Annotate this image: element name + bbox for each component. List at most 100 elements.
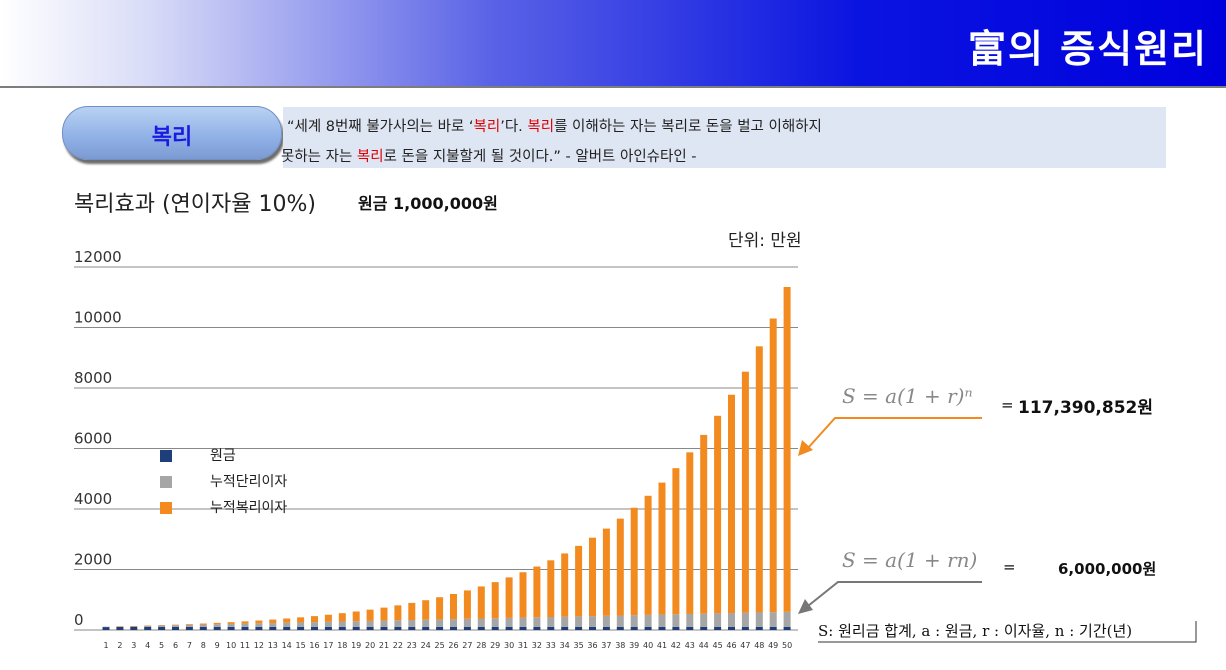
quote-line-1-segment: 복리 (527, 119, 555, 135)
bar-segment (672, 614, 680, 627)
x-tick-label: 31 (518, 641, 528, 650)
x-tick-label: 14 (282, 641, 292, 650)
bar-segment (199, 623, 207, 625)
x-tick-label: 50 (782, 641, 792, 650)
x-tick-label: 21 (379, 641, 389, 650)
bar-segment (199, 624, 207, 627)
bar-segment (491, 582, 499, 619)
bar-segment (644, 626, 652, 630)
x-tick-label: 5 (159, 641, 164, 650)
header-divider (0, 86, 1226, 88)
y-tick-label: 6000 (74, 430, 112, 448)
y-tick-label: 8000 (74, 369, 112, 387)
bar-segment (394, 620, 402, 627)
bar-segment (324, 614, 332, 622)
bar-segment (658, 482, 666, 615)
bar-segment (741, 371, 749, 613)
compound-equals: = (1001, 396, 1014, 414)
bar-segment (283, 626, 291, 630)
bar-segment (422, 619, 430, 627)
bar-segment (741, 626, 749, 630)
quote-line-1-segment: 복리 (473, 119, 501, 135)
bar-segment (380, 620, 388, 627)
bar-segment (255, 626, 263, 630)
compound-arrow-head (798, 440, 813, 456)
quote-line-1-segment: 를 이해하는 자는 복리로 돈을 벌고 이해하지 (554, 119, 822, 135)
x-tick-label: 9 (215, 641, 220, 650)
bar-segment (394, 605, 402, 621)
bar-segment (575, 616, 583, 627)
x-tick-label: 28 (476, 641, 486, 650)
bar-segment (686, 613, 694, 627)
bar-segment (616, 626, 624, 630)
bar-segment (741, 612, 749, 627)
bar-segment (602, 615, 610, 627)
bar-segment (102, 626, 110, 630)
x-tick-label: 8 (201, 641, 206, 650)
bar-segment (547, 626, 555, 630)
bar-segment (297, 617, 305, 623)
bar-segment (352, 626, 360, 630)
bar-segment (144, 625, 152, 627)
legend-label-principal: 원금 (210, 448, 236, 464)
badge-label: 복리 (151, 125, 193, 150)
bar-segment (769, 318, 777, 613)
bar-segment (311, 626, 318, 630)
bar-segment (338, 613, 346, 622)
bar-segment (422, 626, 430, 630)
quote-line-2: 못하는 자는 복리로 돈을 지불할게 될 것이다.” - 알버트 아인슈타인 - (281, 145, 697, 166)
bar-segment (352, 621, 360, 627)
bar-segment (436, 626, 444, 630)
x-tick-label: 16 (309, 641, 319, 650)
quote-box: “세계 8번째 불가사의는 바로 ‘복리’다. 복리를 이해하는 자는 복리로 … (281, 107, 1166, 168)
bar-segment (505, 577, 513, 618)
chart-title: 복리효과 (연이자율 10%) (74, 192, 316, 217)
quote-line-2-segment: 로 돈을 지불할게 될 것이다.” (383, 149, 561, 165)
bar-segment (755, 612, 763, 627)
bar-segment (728, 394, 735, 614)
bar-segment (519, 572, 527, 618)
bar-segment (199, 626, 207, 630)
x-tick-label: 43 (685, 641, 695, 650)
bar-segment (616, 615, 624, 627)
bar-segment (185, 624, 193, 625)
bar-segment (700, 613, 708, 627)
bar-segment (450, 593, 457, 620)
compound-formula: S = a(1 + r)ⁿ (842, 384, 973, 408)
bar-segment (533, 566, 541, 618)
bar-segment (477, 586, 485, 619)
bar-segment (352, 611, 360, 622)
x-tick-label: 33 (546, 641, 556, 650)
bar-segment (505, 626, 513, 630)
bar-segment (408, 620, 416, 627)
y-tick-label: 12000 (74, 248, 122, 266)
bar-segment (130, 625, 138, 627)
x-tick-label: 7 (187, 641, 192, 650)
bar-segment (450, 619, 457, 627)
bar-segment (491, 618, 499, 627)
bar-segment (630, 626, 638, 630)
bar-segment (589, 616, 596, 627)
x-tick-label: 32 (532, 641, 542, 650)
x-tick-label: 46 (726, 641, 736, 650)
bar-segment (755, 346, 763, 613)
bar-segment (463, 626, 471, 630)
quote-line-1-segment: ’다. (500, 119, 528, 135)
bar-segment (380, 607, 388, 621)
x-tick-label: 25 (435, 641, 445, 650)
x-tick-label: 48 (754, 641, 764, 650)
bar-segment (227, 626, 235, 630)
formula-footnote: S: 원리금 합계, a : 원금, r : 이자율, n : 기간(년) (818, 622, 1133, 640)
bar-segment (575, 545, 583, 617)
x-tick-label: 37 (601, 641, 611, 650)
bar-segment (575, 626, 583, 630)
bar-segment (602, 626, 610, 630)
y-tick-label: 0 (74, 611, 84, 629)
bar-segment (658, 614, 666, 627)
simple-result: 6,000,000원 (1058, 560, 1157, 578)
quote-line-1-segment: “세계 8번째 불가사의는 바로 ‘ (287, 119, 474, 135)
bar-segment (644, 495, 652, 615)
bar-segment (700, 434, 708, 614)
bar-segment (714, 626, 722, 630)
